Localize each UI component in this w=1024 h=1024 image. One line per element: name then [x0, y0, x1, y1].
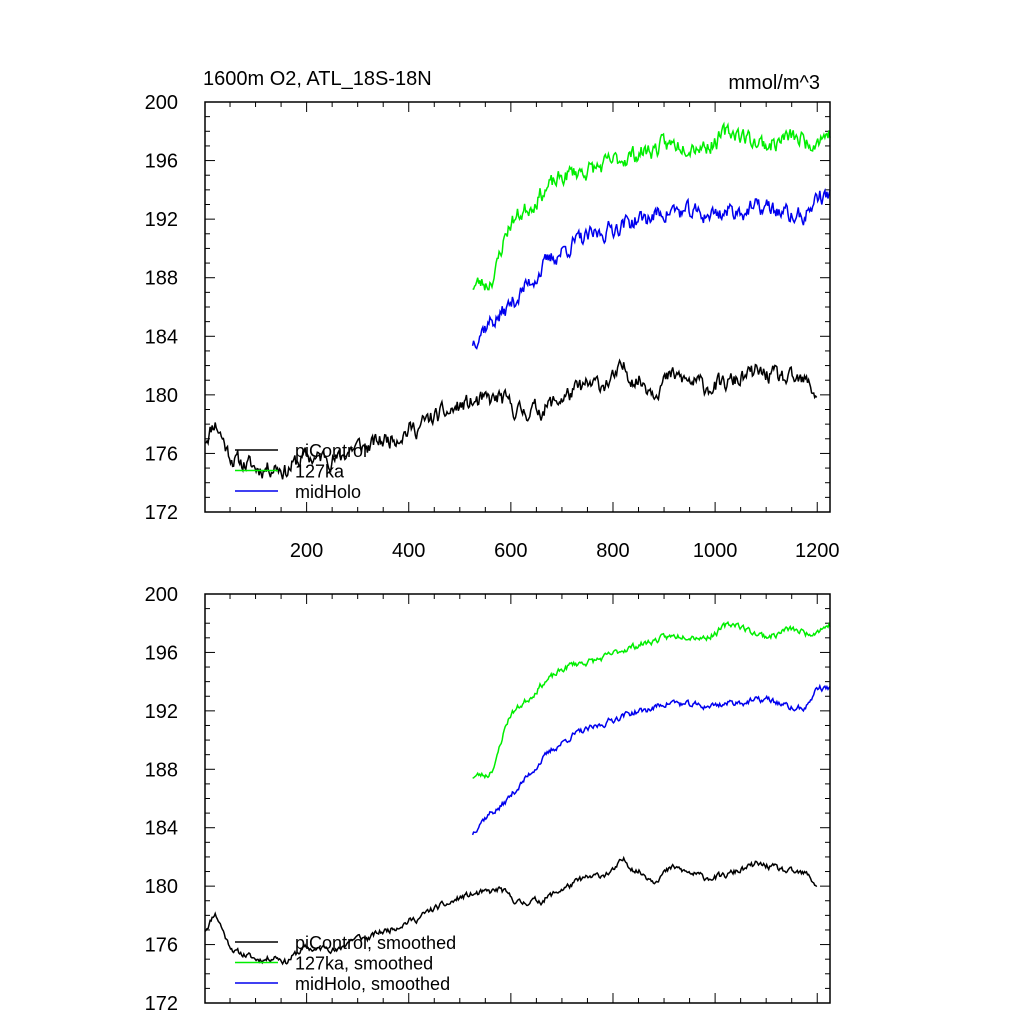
minor-ticks: [205, 102, 830, 512]
series-line-midHolo: [471, 683, 831, 836]
y-tick-label: 200: [145, 584, 178, 606]
series-line-127ka: [472, 620, 831, 780]
legend-label-piControl: piControl, smoothed: [295, 933, 456, 953]
chart-panel-raw: 172 176 180 184 188 192 196 200 200 400 600 800 1000…: [145, 92, 840, 562]
legend-label-127ka: 127ka: [295, 462, 345, 482]
y-tick-label: 180: [145, 385, 178, 407]
major-ticks: [205, 101, 830, 513]
legend-label-127ka: 127ka, smoothed: [295, 954, 433, 974]
x-tick-label: 400: [392, 540, 425, 562]
units-label: mmol/m^3: [728, 72, 820, 94]
y-tick-label: 188: [145, 268, 178, 290]
series-line-midHolo: [471, 187, 831, 350]
minor-ticks: [205, 594, 830, 1003]
y-tick-label: 196: [145, 151, 178, 173]
series-line-piControl: [204, 855, 818, 966]
y-tick-label: 172: [145, 993, 178, 1015]
legend-label-midHolo: midHolo: [295, 482, 361, 502]
series-line-piControl: [204, 358, 818, 480]
y-tick-label: 172: [145, 502, 178, 524]
legend-label-midHolo: midHolo, smoothed: [295, 974, 450, 994]
plot-frame: [204, 593, 831, 1004]
x-tick-label: 1200: [795, 540, 840, 562]
plot-frame: [204, 101, 831, 513]
y-tick-label: 184: [145, 818, 178, 840]
legend-label-piControl: piControl: [295, 441, 367, 461]
y-tick-label: 192: [145, 701, 178, 723]
series-line-127ka: [472, 121, 831, 291]
chart-panel-smoothed: 172 176 180 184 188 192 196 200 piControl, smoot…: [145, 584, 831, 1015]
y-tick-label: 176: [145, 935, 178, 957]
y-tick-label: 180: [145, 876, 178, 898]
y-tick-label: 188: [145, 759, 178, 781]
chart-title: 1600m O2, ATL_18S-18N: [203, 68, 432, 90]
x-tick-label: 800: [596, 540, 629, 562]
y-tick-label: 192: [145, 209, 178, 231]
y-tick-label: 200: [145, 92, 178, 114]
x-tick-label: 200: [290, 540, 323, 562]
y-tick-label: 184: [145, 326, 178, 348]
x-tick-label: 1000: [693, 540, 738, 562]
y-tick-label: 196: [145, 642, 178, 664]
y-tick-label: 176: [145, 443, 178, 465]
x-tick-label: 600: [494, 540, 527, 562]
